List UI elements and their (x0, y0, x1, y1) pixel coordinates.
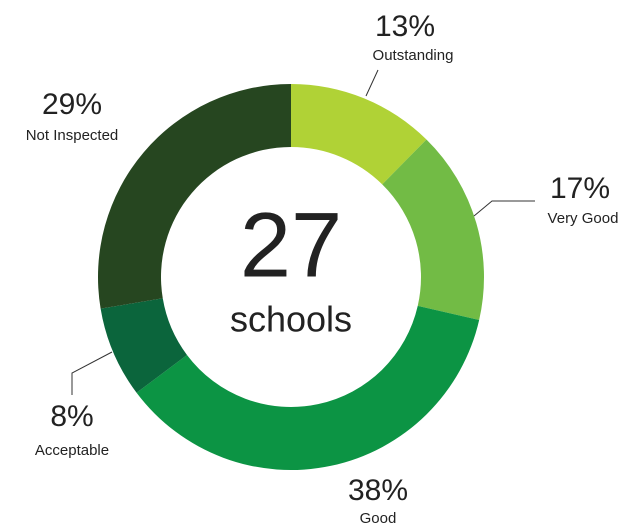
category-label: Very Good (548, 210, 619, 227)
donut-slice (100, 298, 187, 393)
donut-slice (382, 139, 484, 320)
leader-line (473, 200, 535, 217)
category-label: Acceptable (35, 442, 109, 459)
center-value: 27 (240, 194, 342, 296)
donut-slice (136, 305, 480, 470)
leader-line (365, 69, 379, 97)
percent-label: 38% (348, 474, 408, 507)
donut-slice (291, 84, 427, 185)
leader-line (71, 351, 113, 395)
category-label: Not Inspected (26, 127, 119, 144)
category-label: Outstanding (373, 47, 454, 64)
center-label: schools (230, 299, 352, 340)
percent-label: 29% (42, 88, 102, 121)
percent-label: 8% (50, 400, 93, 433)
percent-label: 13% (375, 10, 435, 43)
percent-label: 17% (550, 172, 610, 205)
category-label: Good (360, 510, 397, 527)
donut-slice (98, 84, 291, 309)
